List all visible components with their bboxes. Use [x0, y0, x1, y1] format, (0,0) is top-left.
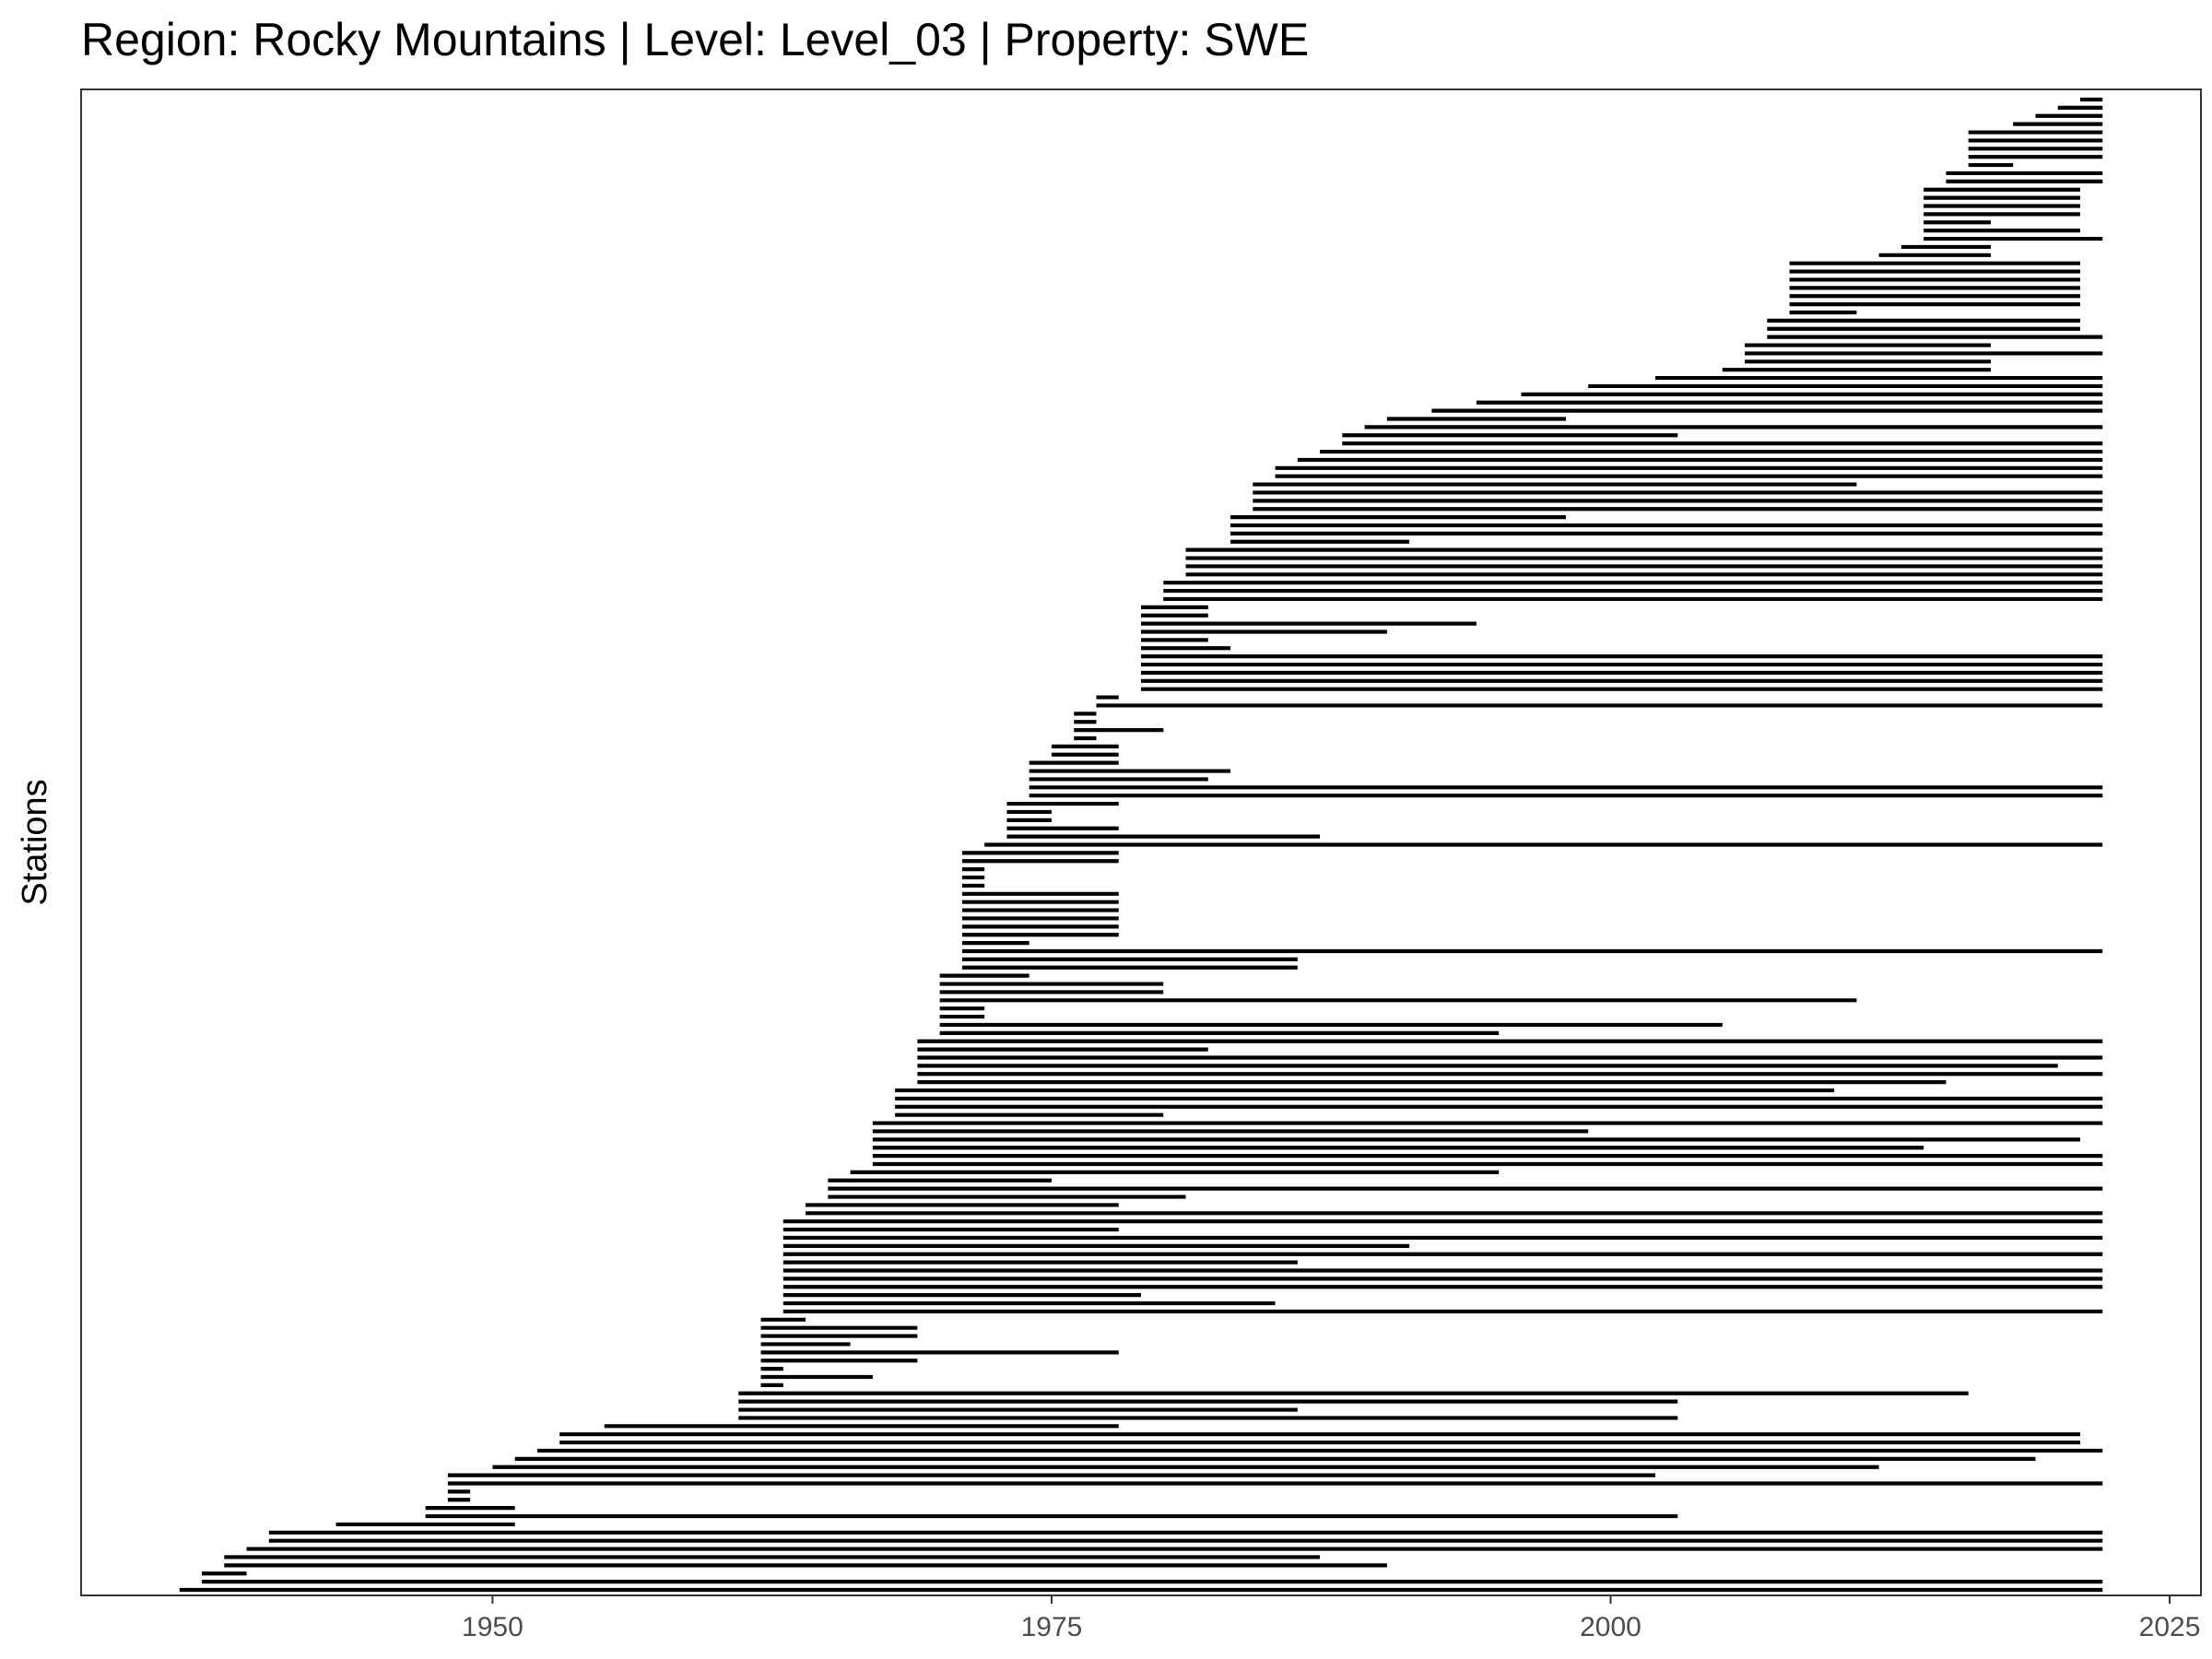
x-axis: 1950 1975 2000 2025 — [462, 1595, 2200, 1642]
x-tick-label-2000: 2000 — [1580, 1612, 1641, 1642]
x-tick-label-2025: 2025 — [2139, 1612, 2201, 1642]
y-axis-label: Stations — [16, 779, 54, 905]
panel-border — [80, 88, 2202, 1596]
segments-layer — [179, 97, 2103, 1593]
x-tick-label-1950: 1950 — [462, 1612, 524, 1642]
x-tick-label-1975: 1975 — [1021, 1612, 1083, 1642]
chart-title: Region: Rocky Mountains | Level: Level_0… — [81, 14, 1309, 65]
